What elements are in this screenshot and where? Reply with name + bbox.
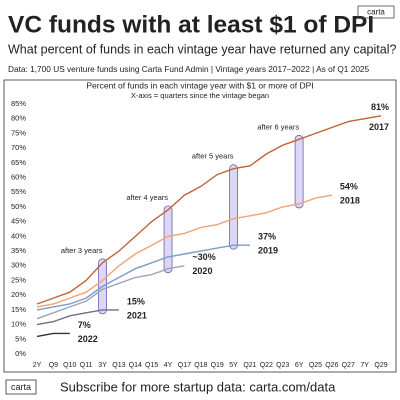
- y-tick-label: 20%: [11, 290, 26, 299]
- y-tick-label: 75%: [11, 128, 26, 137]
- annotation-label: after 5 years: [192, 152, 234, 161]
- footer-logo: carta: [11, 382, 31, 392]
- x-tick-label: 5Y: [229, 362, 238, 369]
- footer-text: Subscribe for more startup data: carta.c…: [60, 379, 336, 394]
- x-tick-label: Q25: [309, 362, 322, 369]
- chart-title: Percent of funds in each vintage year wi…: [86, 80, 313, 90]
- x-tick-label: 2Y: [33, 362, 42, 369]
- chart-frame: [3, 79, 397, 373]
- footer-logo-box: [5, 379, 37, 395]
- x-tick-label: Q29: [374, 362, 387, 369]
- y-tick-label: 70%: [11, 143, 26, 152]
- y-tick-label: 65%: [11, 158, 26, 167]
- y-tick-label: 0%: [15, 349, 26, 358]
- x-tick-label: Q19: [211, 362, 224, 369]
- y-tick-label: 30%: [11, 261, 26, 270]
- series-line: [36, 115, 382, 305]
- x-tick-label: 4Y: [164, 362, 173, 369]
- end-value-label: 81%: [371, 102, 389, 112]
- series-line: [36, 309, 119, 326]
- chart-subtitle: X-axis = quarters since the vintage bega…: [131, 91, 269, 100]
- end-value-label: 54%: [340, 182, 358, 192]
- y-tick-label: 5%: [15, 334, 26, 343]
- y-tick-label: 45%: [11, 217, 26, 226]
- end-value-label: 7%: [78, 320, 91, 330]
- x-tick-label: Q13: [112, 362, 125, 369]
- x-tick-label: Q23: [276, 362, 289, 369]
- series-name-label: 2022: [78, 334, 98, 344]
- logo: carta: [367, 8, 385, 17]
- x-tick-label: Q11: [80, 362, 93, 369]
- annotation-band: [163, 205, 173, 274]
- page-subtitle: What percent of funds in each vintage ye…: [8, 42, 396, 56]
- page-title: VC funds with at least $1 of DPI: [8, 11, 374, 38]
- annotation-band: [229, 164, 238, 250]
- x-tick-label: Q21: [243, 362, 256, 369]
- x-tick-label: 3Y: [98, 362, 107, 369]
- y-tick-label: 60%: [11, 173, 26, 182]
- x-tick-label: 6Y: [295, 362, 304, 369]
- y-tick-label: 10%: [11, 320, 26, 329]
- y-tick-label: 15%: [11, 305, 26, 314]
- x-tick-label: Q9: [49, 362, 58, 369]
- end-value-label: ~30%: [192, 252, 215, 262]
- series-line: [36, 265, 185, 320]
- x-tick-label: Q14: [129, 362, 142, 369]
- annotation-label: after 4 years: [126, 193, 168, 202]
- series-name-label: 2021: [127, 310, 147, 320]
- y-tick-label: 85%: [11, 99, 26, 108]
- x-tick-label: Q10: [63, 362, 76, 369]
- y-tick-label: 25%: [11, 275, 26, 284]
- logo-box: [357, 5, 395, 19]
- x-tick-label: Q27: [342, 362, 355, 369]
- series-name-label: 2017: [369, 122, 389, 132]
- annotation-label: after 6 years: [257, 122, 299, 131]
- x-tick-label: Q18: [194, 362, 207, 369]
- x-tick-label: Q17: [178, 362, 191, 369]
- series-name-label: 2020: [192, 266, 212, 276]
- y-tick-label: 80%: [11, 114, 26, 123]
- end-value-label: 37%: [258, 232, 276, 242]
- x-tick-label: Q26: [325, 362, 338, 369]
- y-tick-label: 35%: [11, 246, 26, 255]
- series-line: [36, 194, 333, 308]
- series-line: [36, 332, 70, 338]
- annotation-band: [294, 134, 304, 209]
- x-tick-label: 7Y: [360, 362, 369, 369]
- series-line: [36, 244, 250, 311]
- y-tick-label: 40%: [11, 231, 26, 240]
- end-value-label: 15%: [127, 296, 145, 306]
- series-name-label: 2019: [258, 246, 278, 256]
- y-tick-label: 50%: [11, 202, 26, 211]
- annotation-label: after 3 years: [61, 246, 103, 255]
- x-tick-label: Q22: [260, 362, 273, 369]
- series-name-label: 2018: [340, 196, 360, 206]
- x-tick-label: Q15: [145, 362, 158, 369]
- source-note: Data: 1,700 US venture funds using Carta…: [8, 64, 370, 74]
- y-tick-label: 55%: [11, 187, 26, 196]
